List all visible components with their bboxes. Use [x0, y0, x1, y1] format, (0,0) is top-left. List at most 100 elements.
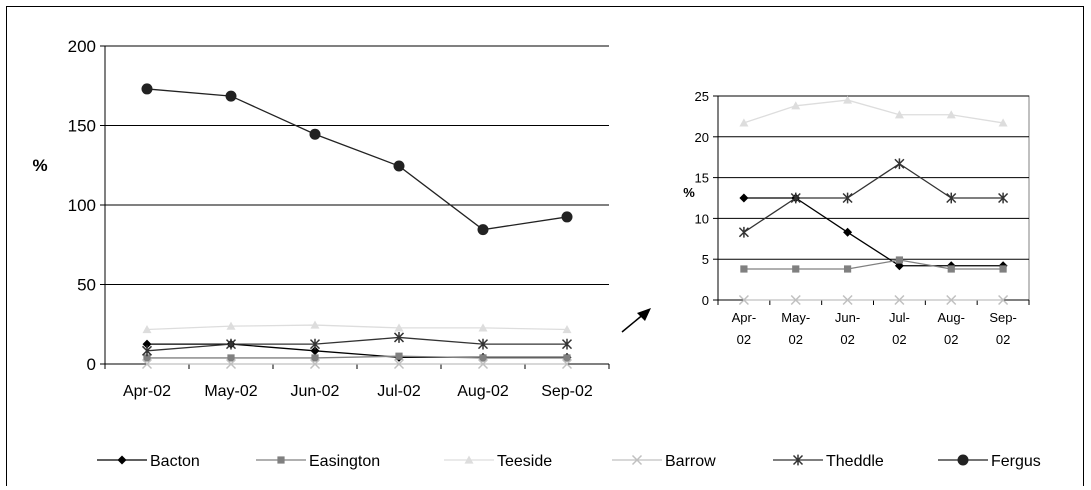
legend-marker-easington — [277, 456, 285, 464]
inset-point-easington — [740, 265, 748, 273]
main-point-bacton — [310, 346, 320, 356]
main-point-theddle — [225, 338, 237, 350]
main-point-easington — [143, 354, 151, 362]
main-ytick-label: 150 — [68, 117, 96, 136]
main-line-easington — [147, 355, 567, 359]
main-xtick-label: Sep-02 — [541, 383, 593, 400]
main-xtick-label: May-02 — [204, 383, 257, 400]
main-point-theddle — [561, 338, 573, 350]
inset-point-barrow — [842, 294, 853, 306]
inset-xtick-label: Aug- — [938, 310, 965, 325]
inset-line-bacton — [743, 197, 1004, 267]
main-point-teeside — [310, 320, 320, 329]
main-point-barrow — [141, 358, 153, 370]
main-point-easington — [479, 354, 487, 362]
main-ytick-label: 50 — [77, 276, 96, 295]
legend-marker-fergus — [957, 454, 969, 466]
inset-xtick-label: May- — [781, 310, 810, 325]
main-point-barrow — [561, 358, 573, 370]
main-point-barrow — [477, 358, 489, 370]
legend-marker-bacton — [117, 455, 127, 465]
main-point-theddle — [309, 338, 321, 350]
inset-point-teeside — [791, 101, 801, 110]
main-point-bacton — [142, 339, 152, 349]
main-point-barrow — [309, 358, 321, 370]
inset-point-bacton — [739, 193, 749, 203]
inset-point-bacton — [843, 227, 853, 237]
inset-point-theddle — [998, 192, 1009, 204]
inset-xtick-label: 02 — [840, 332, 854, 347]
inset-xtick-label: 02 — [996, 332, 1010, 347]
inset-point-theddle — [790, 192, 801, 204]
inset-point-easington — [895, 256, 904, 264]
inset-point-easington — [999, 265, 1007, 273]
main-point-easington — [311, 354, 319, 362]
main-y-axis-label: % — [32, 156, 47, 175]
inset-point-easington — [792, 265, 800, 273]
main-ytick-label: 200 — [68, 37, 96, 56]
main-point-fergus — [309, 128, 321, 140]
inset-line-teeside — [743, 99, 1004, 124]
inset-xtick-label: Jul- — [889, 310, 910, 325]
inset-line-easington — [743, 259, 1004, 270]
inset-point-barrow — [998, 294, 1009, 306]
main-xtick-label: Apr-02 — [123, 383, 171, 400]
legend-label-bacton: Bacton — [150, 453, 200, 470]
inset-point-teeside — [843, 95, 853, 104]
legend-label-fergus: Fergus — [991, 453, 1041, 470]
inset-xtick-label: 02 — [944, 332, 958, 347]
inset-ytick-label: 20 — [695, 130, 709, 145]
legend-label-barrow: Barrow — [665, 453, 716, 470]
inset-point-easington — [947, 265, 955, 273]
inset-point-teeside — [739, 118, 749, 127]
main-line-teeside — [146, 324, 568, 331]
main-point-teeside — [394, 323, 404, 332]
chart-frame — [6, 6, 1084, 486]
main-xtick-label: Aug-02 — [457, 383, 509, 400]
legend-marker-theddle — [792, 454, 804, 466]
legend-label-easington: Easington — [309, 453, 380, 470]
inset-y-axis-label: % — [683, 185, 695, 200]
main-point-fergus — [141, 83, 153, 95]
main-point-fergus — [477, 224, 489, 236]
legend-label-teeside: Teeside — [497, 453, 552, 470]
inset-ytick-label: 10 — [695, 211, 709, 226]
main-point-barrow — [393, 358, 405, 370]
main-point-theddle — [477, 338, 489, 350]
inset-ytick-label: 15 — [695, 171, 709, 186]
inset-line-theddle — [743, 162, 1004, 233]
inset-point-theddle — [894, 158, 905, 170]
main-line-theddle — [146, 336, 567, 352]
main-ytick-label: 100 — [68, 196, 96, 215]
inset-xtick-label: 02 — [737, 332, 751, 347]
main-point-easington — [563, 354, 571, 362]
inset-point-teeside — [946, 110, 956, 119]
inset-point-theddle — [946, 192, 957, 204]
arrow-up-right-icon-head — [637, 308, 651, 321]
inset-xtick-label: 02 — [789, 332, 803, 347]
main-point-teeside — [226, 321, 236, 330]
main-ytick-label: 0 — [87, 355, 96, 374]
main-point-fergus — [393, 160, 405, 172]
inset-point-barrow — [894, 294, 905, 306]
inset-point-barrow — [946, 294, 957, 306]
legend-label-theddle: Theddle — [826, 453, 884, 470]
main-point-teeside — [142, 324, 152, 334]
inset-point-easington — [843, 265, 852, 273]
main-point-theddle — [393, 332, 405, 343]
inset-xtick-label: 02 — [892, 332, 906, 347]
main-point-teeside — [478, 323, 488, 332]
inset-xtick-label: Jun- — [835, 310, 860, 325]
main-point-fergus — [561, 211, 573, 223]
main-line-fergus — [146, 88, 568, 231]
inset-ytick-label: 5 — [702, 252, 709, 267]
main-point-barrow — [225, 358, 237, 370]
legend-marker-teeside — [464, 455, 474, 464]
inset-ytick-label: 0 — [702, 293, 709, 308]
main-point-theddle — [141, 345, 153, 357]
main-point-easington — [227, 354, 235, 362]
inset-xtick-label: Sep- — [989, 310, 1016, 325]
inset-xtick-label: Apr- — [732, 310, 757, 325]
legend-marker-barrow — [631, 454, 643, 466]
main-xtick-label: Jun-02 — [291, 383, 340, 400]
